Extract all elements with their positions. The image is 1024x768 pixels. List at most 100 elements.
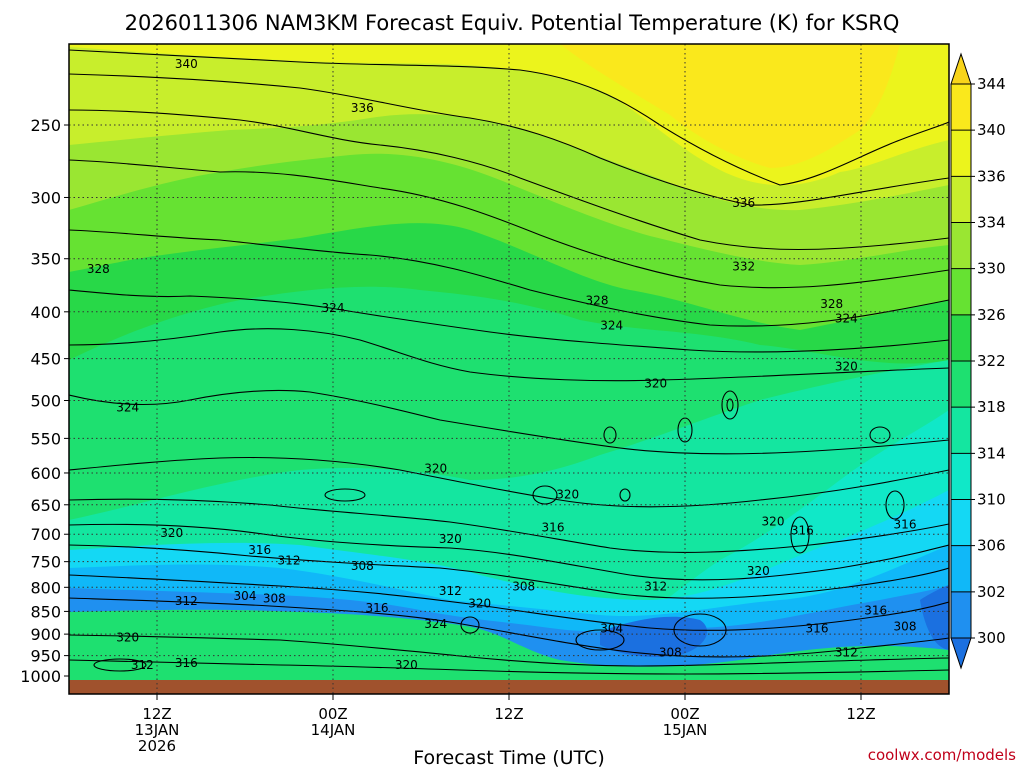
colorbar-swatch: [951, 176, 971, 223]
contour-label: 328: [87, 262, 110, 276]
contour-label: 320: [747, 564, 770, 578]
contour-cell: [790, 516, 810, 554]
contour-line: [69, 229, 949, 327]
contour-label: 304: [600, 622, 623, 636]
colorbar-label: 310: [977, 491, 1006, 509]
colorbar-label: 302: [977, 583, 1006, 601]
contour-line: [69, 634, 949, 667]
contour-cell: [532, 485, 558, 505]
colorbar-label: 322: [977, 352, 1006, 370]
contour-label: 316: [864, 603, 887, 617]
contour-label: 336: [351, 101, 374, 115]
contour-label: 312: [175, 594, 198, 608]
x-tick-label: 13JAN: [135, 721, 180, 739]
colorbar-label: 334: [977, 214, 1006, 232]
contour-line: [69, 49, 949, 186]
lowlevel-pool-east: [920, 585, 949, 650]
contour-cell: [673, 613, 727, 647]
contour-label: 320: [395, 658, 418, 672]
x-tick-label: 15JAN: [663, 721, 708, 739]
y-tick-label: 800: [30, 578, 61, 597]
colorbar-swatch: [951, 361, 971, 408]
contour-label: 324: [322, 301, 345, 315]
y-tick-label: 600: [30, 464, 61, 483]
colorbar-swatch: [951, 545, 971, 592]
colorbar-label: 340: [977, 121, 1006, 139]
contour-label: 308: [659, 646, 682, 660]
contour-cell: [93, 658, 147, 672]
x-tick-label: 14JAN: [311, 721, 356, 739]
credit-text: coolwx.com/models: [868, 746, 1016, 764]
colorbar-label: 306: [977, 537, 1006, 555]
plot-area: [69, 44, 949, 694]
colorbar-swatch: [951, 222, 971, 269]
contour-cell: [721, 390, 739, 420]
contour-line: [69, 109, 949, 251]
contour-label: 320: [835, 359, 858, 373]
contour-label: 320: [116, 631, 139, 645]
contour-label: 328: [586, 294, 609, 308]
x-tick-label: 12Z: [494, 705, 523, 723]
contour-label: 320: [762, 515, 785, 529]
colorbar-swatch: [951, 499, 971, 546]
colorbar-swatch: [951, 84, 971, 131]
contour-label: 312: [278, 554, 301, 568]
contour-label: 320: [160, 526, 183, 540]
contour-label: 304: [234, 589, 257, 603]
contour-label: 324: [424, 617, 447, 631]
contour-label: 312: [131, 658, 154, 672]
colorbar-over-triangle: [950, 52, 972, 85]
contour-label: 316: [791, 523, 814, 537]
band-344: [560, 44, 900, 168]
colorbar: 300 302 306 310 314 318 322 326 330 334 336 340 344: [950, 52, 1006, 670]
colorbar-label: 318: [977, 398, 1006, 416]
contour-label: 316: [248, 543, 271, 557]
colorbar-under-triangle: [950, 637, 972, 670]
contour-label: 324: [835, 312, 858, 326]
contour-lines: [69, 49, 949, 675]
contour-cell: [619, 488, 631, 502]
contour-label: 316: [175, 656, 198, 670]
colorbar-label: 314: [977, 444, 1006, 462]
contour-cell: [575, 629, 625, 651]
contour-line: [69, 456, 949, 508]
colorbar-swatch: [951, 130, 971, 177]
contour-label: 332: [732, 260, 755, 274]
contour-line: [69, 389, 949, 455]
y-tick-label: 1000: [20, 667, 61, 686]
colorbar-label: 344: [977, 75, 1006, 93]
contour-line: [69, 597, 949, 658]
contour-label: 312: [439, 584, 462, 598]
colorbar-swatch: [951, 453, 971, 500]
contour-label: 324: [116, 400, 139, 414]
contour-label: 308: [351, 559, 374, 573]
contour-line: [69, 544, 949, 599]
colorbar-label: 330: [977, 260, 1006, 278]
below-ground-mask: [69, 680, 949, 694]
grid: [69, 44, 949, 694]
contour-label: 312: [835, 646, 858, 660]
x-tick-label: 2026: [138, 737, 176, 755]
y-tick-label: 250: [30, 116, 61, 135]
contour-label: 336: [732, 196, 755, 210]
x-tick-label: 00Z: [318, 705, 347, 723]
colorbar-swatch: [951, 268, 971, 315]
colorbar-swatch: [951, 407, 971, 454]
lowlevel-pool-center: [600, 616, 708, 657]
y-tick-label: 450: [30, 350, 61, 369]
y-tick-label: 950: [30, 647, 61, 666]
y-tick-label: 750: [30, 553, 61, 572]
contour-line: [69, 328, 949, 382]
y-tick-label: 300: [30, 188, 61, 207]
contour-label: 320: [644, 376, 667, 390]
y-tick-label: 900: [30, 625, 61, 644]
contour-label: 316: [366, 601, 389, 615]
colorbar-swatch: [951, 314, 971, 361]
y-tick-label: 550: [30, 429, 61, 448]
contour-cell: [324, 488, 366, 502]
contour-cell: [726, 398, 734, 412]
contour-line: [69, 289, 949, 353]
contour-label: 316: [542, 521, 565, 535]
